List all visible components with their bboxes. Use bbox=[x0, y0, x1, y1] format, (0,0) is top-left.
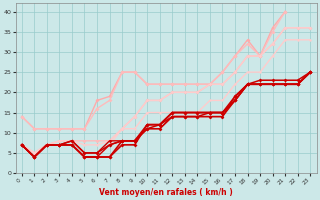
X-axis label: Vent moyen/en rafales ( km/h ): Vent moyen/en rafales ( km/h ) bbox=[99, 188, 233, 197]
